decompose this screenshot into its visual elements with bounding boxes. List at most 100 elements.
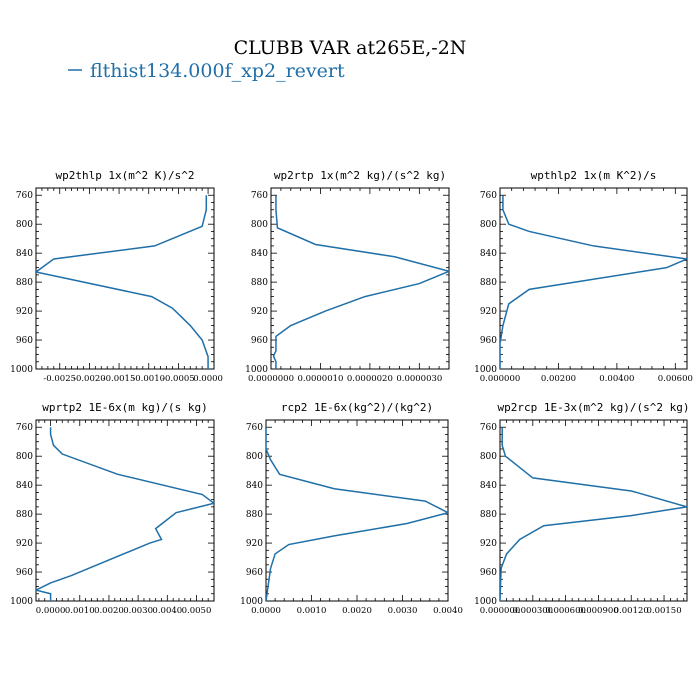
legend-label: flthist134.000f_xp2_revert [90, 60, 345, 82]
y-tick-label: 920 [480, 307, 497, 317]
x-tick-label: 0.0030 [388, 606, 418, 616]
panel-title: rcp2 1E-6x(kg^2)/(kg^2) [281, 401, 433, 414]
x-tick-label: 0.0000010 [297, 374, 343, 384]
plot-frame [270, 187, 450, 370]
panel-3: wpthlp2 1x(m K^2)/s 760 800 840 880 920 960 100… [474, 169, 693, 384]
x-tick-label: 0.0040 [152, 606, 182, 616]
y-tick-label: 840 [480, 481, 497, 491]
plot-frame [499, 419, 688, 602]
y-tick-label: 840 [246, 481, 263, 491]
panel-title: wprtp2 1E-6x(m kg)/(s kg) [42, 401, 208, 414]
y-tick-label: 760 [480, 423, 497, 433]
x-tick-label: -0.0010 [132, 374, 165, 384]
y-tick-label: 920 [16, 539, 33, 549]
y-tick-label: 960 [480, 336, 497, 346]
y-tick-label: 920 [246, 539, 263, 549]
y-tick-label: 840 [16, 249, 33, 259]
x-tick-label: 0.0020 [94, 606, 124, 616]
panel-2: wp2rtp 1x(m^2 kg)/(s^2 kg) 760 800 840 880 92… [245, 169, 450, 384]
x-tick-label: 0.0050 [182, 606, 212, 616]
panel-1: wp2thlp 1x(m^2 K)/s^2 760 800 840 880 920 960 1… [10, 169, 223, 384]
y-tick-label: 880 [16, 278, 33, 288]
y-tick-label: 800 [480, 452, 497, 462]
y-tick-label: 880 [246, 510, 263, 520]
x-tick-label: 0.0000000 [248, 374, 294, 384]
y-tick-label: 760 [16, 423, 33, 433]
y-tick-label: 760 [246, 423, 263, 433]
y-tick-label: 960 [246, 568, 263, 578]
x-tick-label: 0.0000020 [347, 374, 393, 384]
y-tick-label: 760 [16, 191, 33, 201]
x-tick-label: 0.000300 [513, 606, 554, 616]
plot-frame [35, 187, 215, 370]
x-tick-label: 0.000900 [578, 606, 619, 616]
x-tick-label: 0.000600 [545, 606, 586, 616]
series-line [272, 195, 449, 369]
panel-grid: wp2thlp 1x(m^2 K)/s^2 760 800 840 880 920 960 1… [10, 169, 693, 616]
series-line [36, 195, 209, 369]
x-tick-label: 0.000000 [480, 374, 521, 384]
y-tick-label: 1000 [474, 597, 497, 607]
y-tick-label: 760 [251, 191, 268, 201]
figure-title: CLUBB VAR at265E,-2N [234, 37, 467, 59]
x-tick-label: 0.00400 [599, 374, 634, 384]
y-tick-label: 800 [480, 220, 497, 230]
y-tick-label: 800 [16, 452, 33, 462]
panel-6: wp2rcp 1E-3x(m^2 kg)/(s^2 kg)760 800 840 88… [474, 401, 689, 616]
series-line [266, 427, 448, 601]
panel-4: wprtp2 1E-6x(m kg)/(s kg) 760 800 840 880 920… [10, 401, 215, 616]
y-tick-label: 760 [480, 191, 497, 201]
series-line [500, 195, 687, 369]
y-tick-label: 840 [480, 249, 497, 259]
x-tick-label: 0.00600 [658, 374, 693, 384]
y-tick-label: 1000 [10, 365, 33, 375]
x-tick-label: 0.0000 [193, 374, 223, 384]
plot-frame [265, 419, 449, 602]
y-tick-label: 800 [246, 452, 263, 462]
y-tick-label: 920 [16, 307, 33, 317]
y-tick-label: 880 [480, 278, 497, 288]
x-tick-label: 0.0040 [433, 606, 463, 616]
x-tick-label: 0.0010 [297, 606, 327, 616]
x-tick-label: 0.0030 [123, 606, 153, 616]
y-tick-label: 840 [251, 249, 268, 259]
y-tick-label: 920 [251, 307, 268, 317]
series-line [500, 427, 687, 601]
y-tick-label: 1000 [245, 365, 268, 375]
panel-title: wpthlp2 1x(m K^2)/s [531, 169, 657, 182]
y-tick-label: 1000 [10, 597, 33, 607]
x-tick-label: 0.00120 [614, 606, 649, 616]
y-tick-label: 800 [251, 220, 268, 230]
x-tick-label: 0.000000 [480, 606, 521, 616]
panel-title: wp2rcp 1E-3x(m^2 kg)/(s^2 kg) [497, 401, 689, 414]
x-tick-label: -0.0005 [162, 374, 195, 384]
y-tick-label: 800 [16, 220, 33, 230]
x-tick-label: 0.0010 [65, 606, 95, 616]
x-tick-label: 0.0000 [36, 606, 66, 616]
y-tick-label: 960 [251, 336, 268, 346]
y-tick-label: 840 [16, 481, 33, 491]
panel-title: wp2thlp 1x(m^2 K)/s^2 [55, 169, 194, 182]
legend: flthist134.000f_xp2_revert [68, 60, 345, 82]
panel-title: wp2rtp 1x(m^2 kg)/(s^2 kg) [274, 169, 446, 182]
y-tick-label: 880 [480, 510, 497, 520]
series-line [36, 427, 214, 601]
plot-frame [35, 419, 215, 602]
y-tick-label: 1000 [240, 597, 263, 607]
x-tick-label: 0.00150 [646, 606, 681, 616]
y-tick-label: 880 [16, 510, 33, 520]
x-tick-label: 0.0020 [342, 606, 372, 616]
y-tick-label: 1000 [474, 365, 497, 375]
x-tick-label: 0.00200 [541, 374, 576, 384]
x-tick-label: -0.0020 [73, 374, 106, 384]
y-tick-label: 920 [480, 539, 497, 549]
y-tick-label: 960 [16, 568, 33, 578]
y-tick-label: 880 [251, 278, 268, 288]
x-tick-label: -0.0015 [103, 374, 136, 384]
y-tick-label: 960 [16, 336, 33, 346]
x-tick-label: 0.0000030 [396, 374, 442, 384]
y-tick-label: 960 [480, 568, 497, 578]
x-tick-label: 0.0000 [251, 606, 281, 616]
panel-5: rcp2 1E-6x(kg^2)/(kg^2) 760 800 840 880 920 96… [240, 401, 463, 616]
